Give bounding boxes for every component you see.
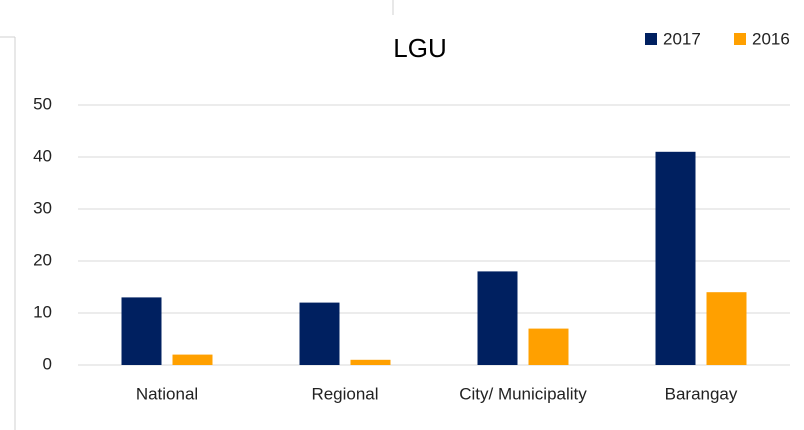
x-tick-label: Regional <box>311 384 378 403</box>
y-tick-label: 30 <box>33 198 52 217</box>
bar <box>172 354 213 365</box>
bar <box>299 302 340 365</box>
legend-swatch <box>734 33 746 45</box>
legend-label: 2016 <box>752 29 790 48</box>
legend-swatch <box>645 33 657 45</box>
y-tick-label: 10 <box>33 302 52 321</box>
bar <box>655 151 696 365</box>
bar <box>477 271 518 365</box>
x-tick-label: Barangay <box>665 384 738 403</box>
bar <box>528 328 569 365</box>
y-tick-label: 40 <box>33 146 52 165</box>
bar <box>706 292 747 365</box>
y-tick-label: 20 <box>33 250 52 269</box>
x-tick-label: National <box>136 384 198 403</box>
y-tick-label: 50 <box>33 94 52 113</box>
chart-title: LGU <box>393 33 446 63</box>
y-tick-label: 0 <box>43 354 52 373</box>
legend-label: 2017 <box>663 29 701 48</box>
x-tick-label: City/ Municipality <box>459 384 587 403</box>
bar <box>121 297 162 365</box>
bar <box>350 359 391 365</box>
